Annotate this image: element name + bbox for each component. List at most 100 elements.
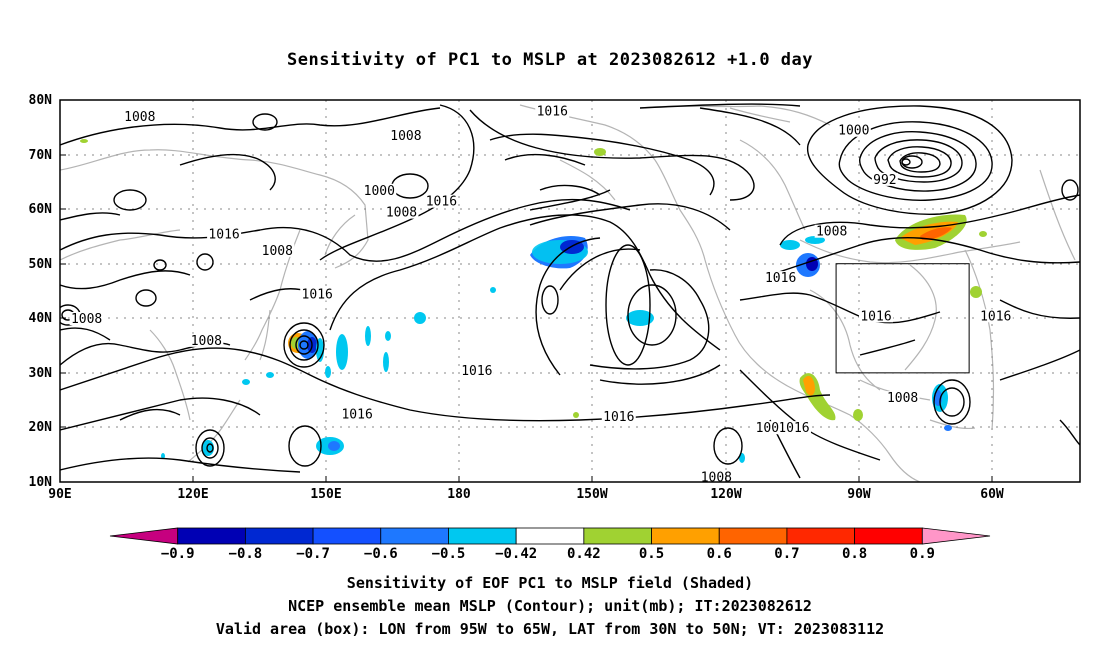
- contour-label-bg: [763, 271, 798, 285]
- contour-label: 1016: [860, 309, 891, 324]
- caption-valid-area: Valid area (box): LON from 95W to 65W, L…: [215, 620, 885, 638]
- lon-label-90w: 90W: [847, 487, 871, 502]
- contour-label: 1008: [390, 129, 421, 144]
- lat-label-80n: 80N: [29, 93, 53, 108]
- colorbar-swatch: [177, 527, 246, 545]
- colorbar-swatch: [448, 527, 517, 545]
- colorbar-tick-label: 0.9: [910, 546, 935, 562]
- contour-label: 1016: [208, 227, 239, 242]
- colorbar-swatch: [312, 527, 382, 545]
- colorbar-tick-label: −0.5: [432, 546, 466, 562]
- colorbar-tick-label: 0.7: [774, 546, 799, 562]
- colorbar-tick-label: −0.6: [364, 546, 398, 562]
- colorbar-swatch: [515, 527, 585, 545]
- contour-label-bg: [885, 391, 920, 405]
- contour-label-bg: [699, 470, 734, 482]
- lat-label-20n: 20N: [29, 420, 53, 435]
- contour-label: 1016: [302, 287, 333, 302]
- colorbar-swatch: [651, 527, 720, 545]
- valid-area-box: [835, 263, 970, 374]
- plot-title: Sensitivity of PC1 to MSLP at 2023082612…: [286, 50, 813, 70]
- latitude-labels: 80N 70N 60N 50N 40N 30N 20N 10N: [29, 93, 53, 490]
- contour-label: 1016: [778, 421, 809, 436]
- lat-label-30n: 30N: [29, 366, 53, 381]
- lat-label-10n: 10N: [29, 475, 53, 490]
- lon-label-90e: 90E: [48, 487, 71, 502]
- contour-label-bg: [388, 129, 423, 143]
- colorbar-max-triangle: [921, 527, 991, 545]
- lat-label-50n: 50N: [29, 257, 53, 272]
- contour-label: 1008: [816, 225, 847, 240]
- contour-label-bg: [122, 110, 157, 124]
- lat-label-70n: 70N: [29, 148, 53, 163]
- lon-label-60w: 60W: [980, 487, 1004, 502]
- contour-label: 992: [873, 173, 896, 188]
- caption-contour: NCEP ensemble mean MSLP (Contour); unit(…: [288, 597, 812, 615]
- contour-label-bg: [69, 312, 104, 326]
- mslp-contours: [60, 103, 1080, 479]
- contour-label: 1000: [838, 124, 869, 139]
- lon-label-150e: 150E: [310, 487, 341, 502]
- longitude-labels: 90E 120E 150E 180 150W 120W 90W 60W: [48, 487, 1004, 502]
- colorbar-tick-label: 0.8: [842, 546, 867, 562]
- contour-label: 1008: [386, 206, 417, 221]
- colorbar-tick-label: −0.42: [495, 546, 537, 562]
- contour-label-bg: [207, 227, 242, 241]
- colorbar-swatch: [786, 527, 856, 545]
- contour-label-bg: [601, 410, 636, 424]
- colorbar-swatch: [244, 527, 314, 545]
- lat-label-40n: 40N: [29, 311, 53, 326]
- contour-label-bg: [362, 183, 397, 197]
- plot-area: [60, 100, 1080, 482]
- colorbar-min-triangle: [109, 527, 179, 545]
- colorbar-tick-label: −0.7: [296, 546, 330, 562]
- contour-label-bg: [459, 363, 494, 377]
- colorbar-tick-label: −0.9: [161, 546, 195, 562]
- lon-label-120w: 120W: [710, 487, 741, 502]
- sensitivity-shading: [80, 139, 987, 463]
- contour-label-bg: [754, 421, 781, 435]
- lon-label-180: 180: [447, 487, 471, 502]
- contour-label-bg: [836, 123, 871, 137]
- contour-label-bg: [260, 243, 295, 257]
- contour-label: 1016: [537, 105, 568, 120]
- contour-label-bg: [978, 309, 1013, 323]
- colorbar-tick-label: 0.5: [639, 546, 664, 562]
- contour-label: 1016: [980, 309, 1011, 324]
- contour-label-bg: [424, 194, 459, 208]
- contour-label: 1008: [701, 470, 732, 485]
- contour-label: 1008: [71, 312, 102, 327]
- contour-label-bg: [384, 205, 419, 219]
- contour-label: 1008: [124, 110, 155, 125]
- lat-label-60n: 60N: [29, 202, 53, 217]
- colorbar-swatch: [380, 527, 449, 545]
- caption-shading: Sensitivity of EOF PC1 to MSLP field (Sh…: [346, 574, 754, 592]
- contour-label-bg: [535, 104, 570, 118]
- contour-label: 1008: [191, 334, 222, 349]
- lon-label-150w: 150W: [576, 487, 607, 502]
- contour-label: 1008: [887, 391, 918, 406]
- contour-labels: 1016 1008 1008 1000 1008 1016 1008 1016 1016 1008…: [69, 104, 1013, 485]
- contour-label-bg: [859, 309, 893, 323]
- lon-label-120e: 120E: [177, 487, 208, 502]
- coastlines: [60, 104, 1076, 482]
- colorbar-tick-label: 0.42: [567, 546, 601, 562]
- colorbar-swatch: [583, 527, 652, 545]
- contour-label: 1008: [262, 244, 293, 259]
- axis-ticks: [60, 99, 993, 483]
- contour-label-bg: [300, 287, 335, 301]
- contour-label: 1000: [364, 184, 395, 199]
- colorbar-tick-label: 0.6: [707, 546, 732, 562]
- contour-label: 1016: [603, 410, 634, 425]
- colorbar-swatch: [854, 527, 923, 545]
- colorbar: −0.9 −0.8 −0.7 −0.6 −0.5 −0.42 0.42 0.5 0.6 0.7 0.…: [109, 527, 991, 562]
- contour-label: 1016: [461, 364, 492, 379]
- contour-label-bg: [871, 172, 898, 186]
- contour-label: 1016: [426, 195, 457, 210]
- contour-label-bg: [340, 407, 375, 421]
- plot-frame: [59, 99, 1081, 483]
- contour-label: 1016: [765, 271, 796, 286]
- colorbar-tick-label: −0.8: [229, 546, 263, 562]
- contour-label: 100: [756, 421, 779, 436]
- contour-label: 1016: [341, 408, 372, 423]
